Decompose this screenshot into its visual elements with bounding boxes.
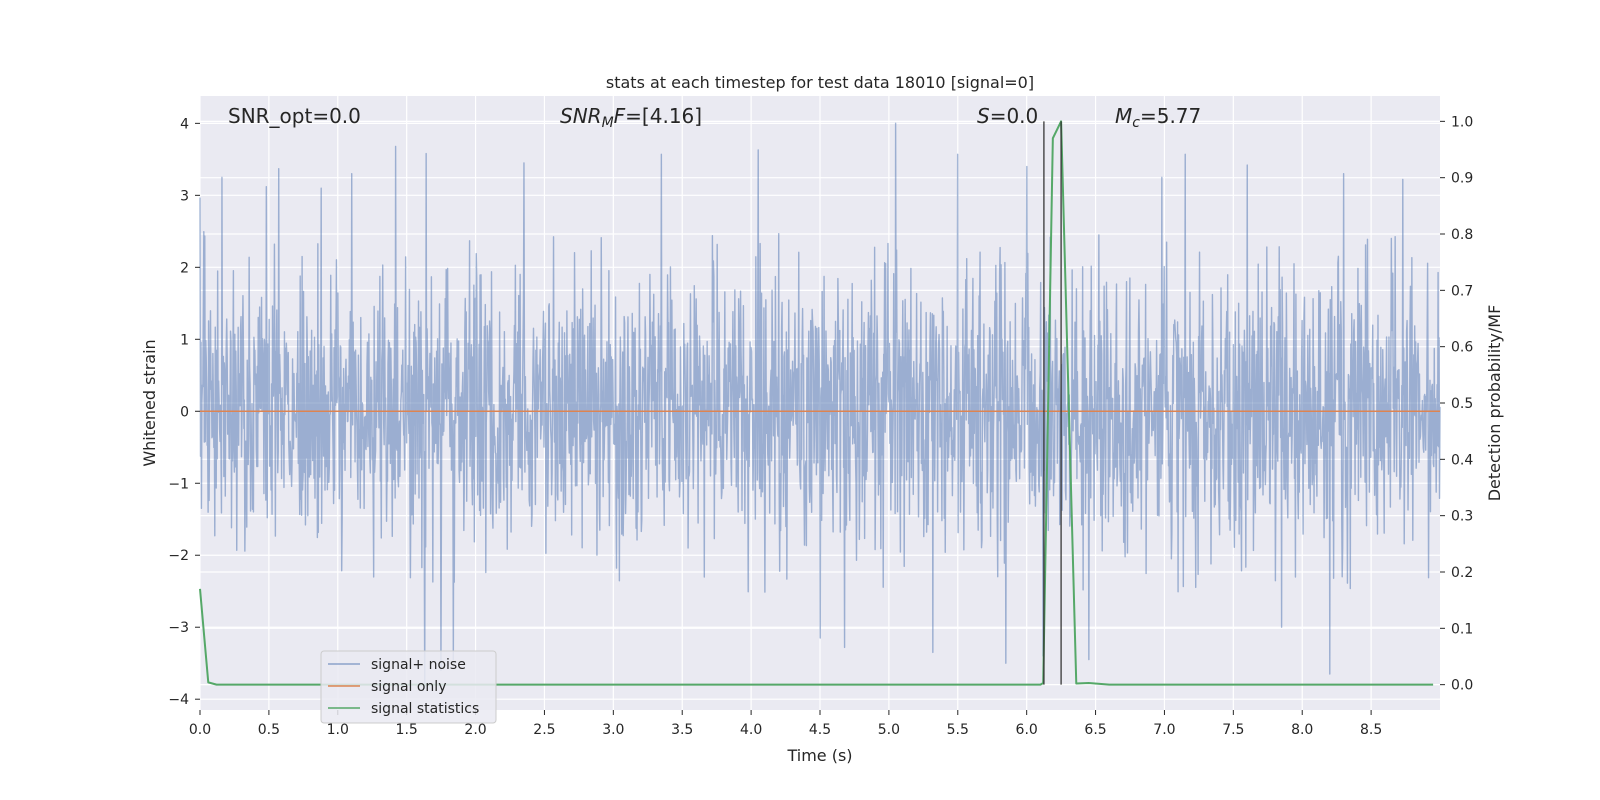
x-tick-label: 4.0 [740, 722, 762, 738]
y-right-tick-label: 0.2 [1451, 565, 1473, 581]
y-left-tick-label: −1 [168, 476, 189, 492]
y-right-tick-label: 0.0 [1451, 678, 1473, 694]
series-signal-noise [199, 122, 1441, 690]
series-signal-statistics [199, 120, 1434, 686]
mc-subscript: c [1132, 115, 1140, 131]
snr-mf-subscript: M [602, 115, 614, 131]
legend: signal+ noise signal only signal statist… [320, 650, 497, 724]
x-tick-label: 8.0 [1291, 722, 1313, 738]
legend-box [320, 650, 497, 724]
y-right-axis-ticks: 1.0 0.9 0.8 0.7 0.6 0.5 0.4 0.3 0.2 0.1 0.0 [1440, 114, 1473, 694]
x-tick-label: 6.0 [1016, 722, 1038, 738]
y-left-axis-ticks: 4 3 2 1 0 −1 −2 −3 −4 [168, 116, 200, 708]
y-right-tick-label: 0.9 [1451, 171, 1473, 187]
snr-mf-symbol: SNR [560, 104, 602, 128]
snr-mf-value: =[4.16] [625, 104, 702, 128]
snr-mf-rest: F [614, 104, 626, 128]
y-left-tick-label: 4 [180, 116, 189, 132]
y-left-tick-label: 0 [180, 404, 189, 420]
y-left-tick-label: 3 [180, 188, 189, 204]
y-left-tick-label: −3 [168, 620, 189, 636]
annotation-s: S=0.0 [977, 104, 1038, 128]
y-right-tick-label: 0.7 [1451, 283, 1473, 299]
x-tick-label: 7.5 [1222, 722, 1244, 738]
x-tick-label: 2.0 [464, 722, 486, 738]
x-tick-label: 5.5 [947, 722, 969, 738]
x-tick-label: 7.0 [1153, 722, 1175, 738]
y-right-tick-label: 0.4 [1451, 452, 1473, 468]
y-right-axis-label: Detection probability/MF [1485, 305, 1504, 502]
x-tick-label: 0.0 [189, 722, 211, 738]
mc-symbol: M [1115, 104, 1132, 128]
annotation-mc: Mc=5.77 [1115, 104, 1201, 131]
x-tick-label: 1.0 [327, 722, 349, 738]
y-left-tick-label: −4 [168, 692, 189, 708]
x-axis-label: Time (s) [786, 746, 852, 765]
x-axis-ticks: 0.0 0.5 1.0 1.5 2.0 2.5 3.0 3.5 4.0 4.5 5.0 5.5 6.0 6… [189, 710, 1382, 738]
x-tick-label: 8.5 [1360, 722, 1382, 738]
y-right-tick-label: 0.3 [1451, 509, 1473, 525]
y-left-tick-label: 1 [180, 332, 189, 348]
x-tick-label: 1.5 [396, 722, 418, 738]
y-right-tick-label: 0.8 [1451, 227, 1473, 243]
x-tick-label: 0.5 [258, 722, 280, 738]
y-right-tick-label: 1.0 [1451, 114, 1473, 130]
y-right-tick-label: 0.5 [1451, 396, 1473, 412]
y-right-tick-label: 0.6 [1451, 340, 1473, 356]
s-symbol: S [977, 104, 990, 128]
legend-label-signal-only: signal only [371, 679, 446, 695]
vertical-markers [1043, 121, 1062, 685]
y-right-tick-label: 0.1 [1451, 621, 1473, 637]
s-value: =0.0 [990, 104, 1039, 128]
mc-value: =5.77 [1140, 104, 1201, 128]
x-tick-label: 6.5 [1084, 722, 1106, 738]
x-tick-label: 5.0 [878, 722, 900, 738]
y-left-axis-label: Whitened strain [140, 339, 159, 466]
chart-title: stats at each timestep for test data 180… [606, 73, 1034, 92]
series-layer [199, 120, 1441, 690]
x-tick-label: 4.5 [809, 722, 831, 738]
x-tick-label: 3.5 [671, 722, 693, 738]
annotation-snr-opt: SNR_opt=0.0 [228, 104, 361, 128]
y-left-tick-label: −2 [168, 548, 189, 564]
legend-label-signal-noise: signal+ noise [371, 657, 466, 673]
x-tick-label: 2.5 [533, 722, 555, 738]
legend-label-signal-statistics: signal statistics [371, 701, 479, 717]
x-tick-label: 3.0 [602, 722, 624, 738]
y-left-tick-label: 2 [180, 260, 189, 276]
annotation-snr-mf: SNRMF=[4.16] [560, 104, 702, 131]
